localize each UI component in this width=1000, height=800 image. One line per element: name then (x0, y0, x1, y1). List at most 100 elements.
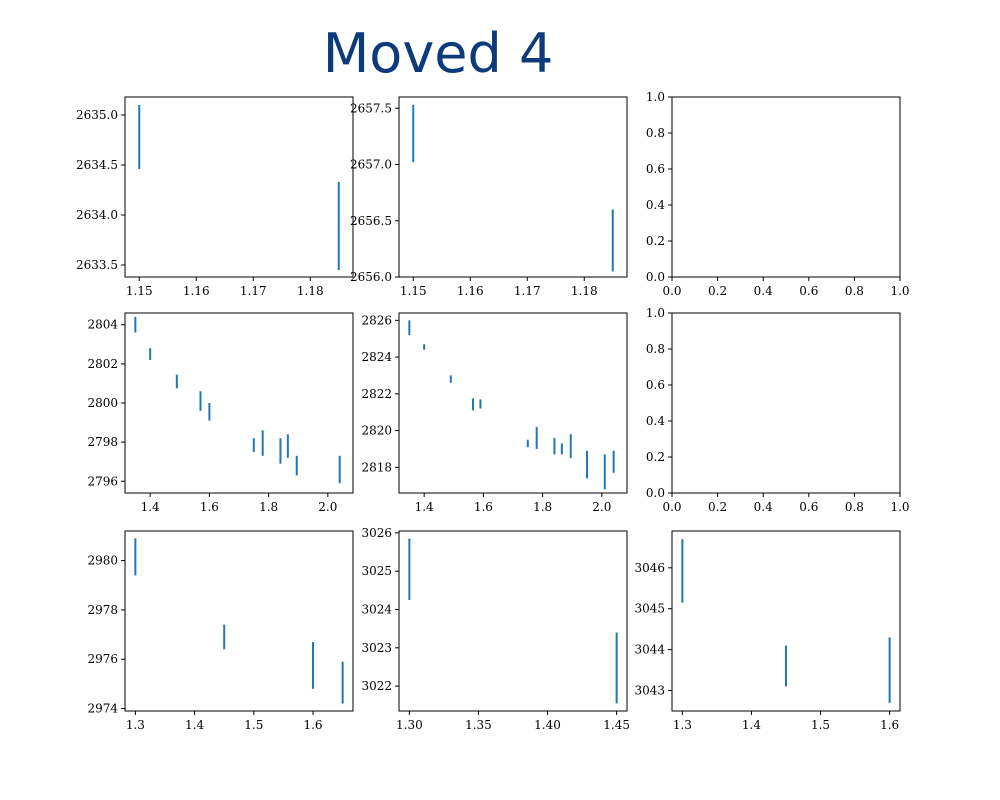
y-tick-label: 0.6 (646, 378, 665, 392)
x-tick-label: 0.6 (799, 284, 818, 298)
y-tick-label: 0.2 (646, 234, 665, 248)
x-tick-label: 1.16 (183, 284, 210, 298)
subplot-1-1: 1.4 1.6 1.8 2.0 2818 2820 2822 2824 2826 (361, 312, 628, 514)
y-tick-label: 3023 (361, 641, 392, 655)
y-tick-label: 0.2 (646, 450, 665, 464)
x-tick-label: 1.15 (400, 284, 427, 298)
y-tick-label: 2656.5 (350, 214, 392, 228)
subplot-0-2: 0.0 0.2 0.4 0.6 0.8 1.0 0.0 0.2 0.4 0.6 0.8 1.0 (646, 90, 910, 298)
x-tick-label: 1.5 (244, 718, 263, 732)
axes-frame (398, 96, 628, 278)
y-tick-label: 2826 (361, 313, 392, 327)
axes-frame (398, 530, 628, 712)
x-tick-label: 1.30 (396, 718, 423, 732)
x-tick-label: 0.6 (799, 500, 818, 514)
x-tick-label: 0.0 (662, 284, 681, 298)
y-tick-label: 0.8 (646, 342, 665, 356)
y-tick-label: 1.0 (646, 90, 665, 104)
y-tick-label: 2634.5 (76, 158, 118, 172)
x-tick-label: 1.18 (571, 284, 598, 298)
y-tick-label: 2824 (361, 350, 392, 364)
y-tick-label: 0.4 (646, 414, 665, 428)
subplot-2-2: 1.3 1.4 1.5 1.6 3043 3044 3045 3046 (634, 530, 901, 732)
x-tick-label: 1.40 (534, 718, 561, 732)
axes-frame (124, 96, 354, 278)
x-tick-label: 1.45 (603, 718, 630, 732)
subplot-1-2: 0.0 0.2 0.4 0.6 0.8 1.0 0.0 0.2 0.4 0.6 0.8 1.0 (646, 306, 910, 514)
x-tick-label: 1.6 (303, 718, 322, 732)
x-tick-label: 2.0 (592, 500, 611, 514)
x-tick-label: 1.35 (465, 718, 492, 732)
subplot-2-0: 1.3 1.4 1.5 1.6 2974 2976 2978 2980 (87, 530, 354, 732)
x-tick-label: 1.15 (126, 284, 153, 298)
x-tick-label: 1.3 (673, 718, 692, 732)
y-tick-label: 3046 (634, 561, 665, 575)
subplot-0-1: 1.15 1.16 1.17 1.18 2656.0 2656.5 2657.0 2657.5 (350, 96, 628, 298)
y-tick-label: 3025 (361, 564, 392, 578)
y-tick-label: 0.0 (646, 270, 665, 284)
subplot-1-0: 1.4 1.6 1.8 2.0 2796 2798 2800 2802 2804 (87, 312, 354, 514)
y-tick-label: 3026 (361, 526, 392, 540)
y-tick-label: 2633.5 (76, 258, 118, 272)
x-tick-label: 1.4 (185, 718, 204, 732)
y-tick-label: 2804 (87, 318, 118, 332)
y-tick-label: 2800 (87, 396, 118, 410)
y-tick-label: 2820 (361, 424, 392, 438)
x-tick-label: 1.8 (533, 500, 552, 514)
x-tick-label: 1.4 (742, 718, 761, 732)
y-tick-label: 3044 (634, 643, 665, 657)
y-tick-label: 2635.0 (76, 108, 118, 122)
x-tick-label: 1.0 (890, 500, 909, 514)
subplot-2-1: 1.30 1.35 1.40 1.45 3022 3023 3024 3025 3026 (361, 526, 630, 732)
x-tick-label: 0.8 (845, 500, 864, 514)
x-tick-label: 1.17 (240, 284, 267, 298)
x-tick-label: 0.8 (845, 284, 864, 298)
x-tick-label: 1.6 (200, 500, 219, 514)
x-tick-label: 2.0 (318, 500, 337, 514)
axes-frame (124, 530, 354, 712)
y-tick-label: 2634.0 (76, 208, 118, 222)
x-tick-label: 0.2 (708, 284, 727, 298)
y-tick-label: 2796 (87, 474, 118, 488)
x-tick-label: 1.3 (126, 718, 145, 732)
y-tick-label: 2818 (361, 460, 392, 474)
y-tick-label: 2980 (87, 554, 118, 568)
x-tick-label: 1.17 (514, 284, 541, 298)
y-tick-label: 2798 (87, 435, 118, 449)
y-tick-label: 0.8 (646, 126, 665, 140)
y-tick-label: 2657.0 (350, 158, 392, 172)
y-tick-label: 2974 (87, 702, 118, 716)
x-tick-label: 0.4 (754, 500, 773, 514)
x-tick-label: 0.0 (662, 500, 681, 514)
x-tick-label: 1.6 (880, 718, 899, 732)
y-tick-label: 3045 (634, 602, 665, 616)
y-tick-label: 0.0 (646, 486, 665, 500)
x-tick-label: 1.5 (811, 718, 830, 732)
y-tick-label: 2976 (87, 652, 118, 666)
y-tick-label: 0.4 (646, 198, 665, 212)
y-tick-label: 2657.5 (350, 101, 392, 115)
axes-frame (671, 96, 901, 278)
axes-frame (671, 312, 901, 494)
x-tick-label: 1.18 (297, 284, 324, 298)
figure-title: Moved 4 (322, 22, 554, 85)
y-tick-label: 0.6 (646, 162, 665, 176)
x-tick-label: 1.0 (890, 284, 909, 298)
x-tick-label: 1.16 (457, 284, 484, 298)
y-tick-label: 2978 (87, 603, 118, 617)
x-tick-label: 1.6 (474, 500, 493, 514)
y-tick-label: 2656.0 (350, 270, 392, 284)
axes-frame (124, 312, 354, 494)
x-tick-label: 0.2 (708, 500, 727, 514)
y-tick-label: 3024 (361, 603, 392, 617)
axes-frame (398, 312, 628, 494)
subplot-0-0: 1.15 1.16 1.17 1.18 2633.5 2634.0 2634.5 2635.0 (76, 96, 354, 298)
x-tick-label: 1.4 (415, 500, 434, 514)
y-tick-label: 2802 (87, 357, 118, 371)
y-tick-label: 1.0 (646, 306, 665, 320)
x-tick-label: 0.4 (754, 284, 773, 298)
x-tick-label: 1.8 (259, 500, 278, 514)
y-tick-label: 3022 (361, 679, 392, 693)
y-tick-label: 2822 (361, 387, 392, 401)
x-tick-label: 1.4 (141, 500, 160, 514)
